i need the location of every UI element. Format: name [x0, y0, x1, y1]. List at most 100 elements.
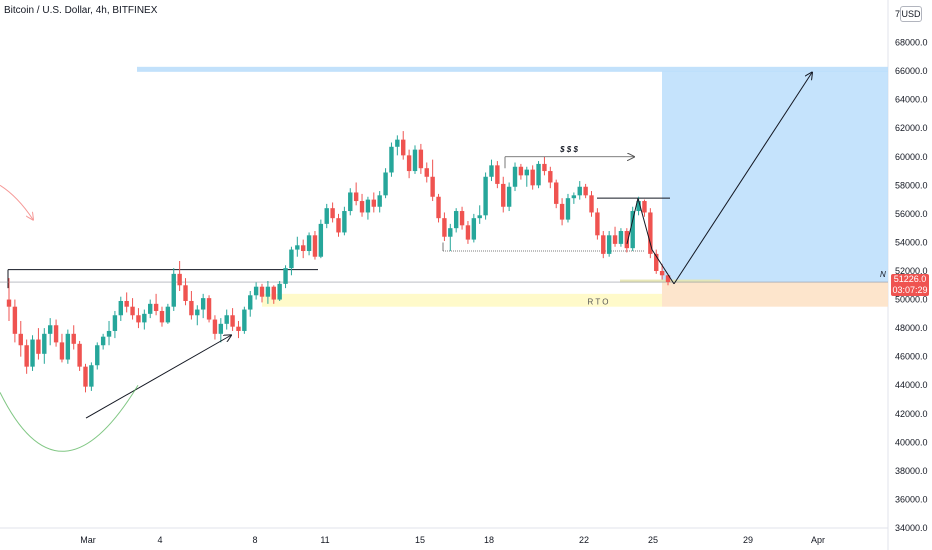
- candle-body: [136, 315, 141, 323]
- candle-body: [489, 165, 494, 177]
- candle-body: [365, 199, 371, 213]
- candle-body: [424, 168, 429, 177]
- x-tick-label: 8: [252, 535, 257, 545]
- candle-body: [142, 313, 147, 323]
- candle-body: [306, 235, 312, 252]
- candle-body: [636, 201, 641, 212]
- candle-body: [177, 273, 182, 286]
- candle-body: [512, 166, 518, 187]
- candle-body: [206, 298, 212, 320]
- candle-body: [665, 275, 671, 283]
- candle-body: [295, 245, 300, 250]
- candle-body: [395, 139, 400, 147]
- liquidity-label: $ $ $: [559, 145, 578, 154]
- y-tick-label: 46000.0: [895, 352, 928, 362]
- x-tick-label: 15: [415, 535, 425, 545]
- candle-body: [36, 339, 41, 354]
- candle-body: [501, 183, 506, 207]
- candle-body: [548, 171, 553, 183]
- candle-body: [459, 211, 465, 226]
- x-tick-label: 18: [484, 535, 494, 545]
- candle-body: [589, 195, 594, 213]
- candle-body: [6, 299, 12, 307]
- y-tick-label: 7: [895, 9, 900, 19]
- candle-body: [465, 225, 471, 240]
- candle-body: [71, 333, 76, 344]
- trend-arrow: [85, 335, 231, 419]
- candle-body: [248, 295, 253, 310]
- candle-body: [242, 309, 247, 331]
- last-price-tag: 51226.0 03:07:29: [891, 274, 929, 296]
- candle-body: [359, 201, 365, 213]
- premium-zone-bar: [137, 66, 888, 72]
- candle-body: [483, 176, 488, 216]
- candle-body: [618, 231, 624, 244]
- candle-body: [236, 326, 241, 331]
- candle-body: [554, 182, 559, 204]
- candle-body: [648, 212, 653, 254]
- candle-body: [100, 336, 106, 346]
- candle-body: [330, 208, 335, 219]
- x-tick-label: 4: [157, 535, 162, 545]
- candle-body: [506, 186, 512, 207]
- y-tick-label: 38000.0: [895, 466, 928, 476]
- candle-body: [401, 139, 406, 156]
- chart-title: Bitcoin / U.S. Dollar, 4h, BITFINEX: [4, 5, 158, 16]
- candle-body: [124, 300, 129, 307]
- x-tick-label: 11: [320, 535, 329, 545]
- candle-body: [300, 245, 306, 252]
- y-tick-label: 42000.0: [895, 409, 928, 419]
- candle-body: [524, 169, 529, 176]
- candle-body: [42, 333, 47, 354]
- candle-body: [265, 286, 271, 297]
- candle-body: [218, 323, 224, 334]
- candle-body: [348, 192, 353, 212]
- candle-body: [353, 192, 359, 202]
- candle-body: [24, 345, 29, 367]
- candle-body: [312, 235, 318, 257]
- candle-body: [118, 300, 123, 316]
- candle-body: [289, 249, 294, 269]
- target-zone: [662, 71, 888, 283]
- candle-body: [606, 235, 612, 254]
- candle-body: [471, 218, 477, 240]
- projection-arrow: [673, 73, 812, 285]
- candle-body: [577, 186, 582, 196]
- rto-zone: [262, 293, 662, 307]
- candle-body: [342, 211, 347, 233]
- candle-body: [518, 166, 524, 176]
- currency-button[interactable]: USD: [900, 6, 922, 22]
- y-tick-label: 62000.0: [895, 123, 928, 133]
- candle-body: [324, 208, 329, 224]
- candle-body: [12, 306, 18, 334]
- candle-body: [130, 306, 135, 316]
- y-tick-label: 56000.0: [895, 209, 928, 219]
- candle-body: [171, 273, 176, 307]
- candle-body: [477, 215, 482, 219]
- candle-body: [418, 149, 424, 169]
- y-tick-label: 54000.0: [895, 237, 928, 247]
- candle-body: [253, 286, 259, 296]
- candle-body: [224, 315, 229, 324]
- candle-body: [271, 286, 276, 300]
- candle-body: [542, 163, 547, 172]
- y-tick-label: 66000.0: [895, 66, 928, 76]
- candle-body: [442, 218, 447, 237]
- candle-body: [153, 303, 159, 311]
- candle-body: [200, 298, 206, 310]
- y-tick-label: 68000.0: [895, 38, 928, 48]
- candle-body: [436, 196, 441, 219]
- x-tick-label: 25: [648, 535, 658, 545]
- candle-body: [406, 155, 412, 172]
- candle-body: [259, 286, 265, 297]
- candle-body: [383, 172, 388, 196]
- candle-body: [77, 343, 82, 367]
- candle-body: [183, 285, 188, 301]
- y-tick-label: 40000.0: [895, 437, 928, 447]
- candle-body: [559, 203, 565, 220]
- candle-body: [230, 315, 235, 327]
- candle-body: [283, 268, 288, 284]
- y-tick-label: 64000.0: [895, 95, 928, 105]
- candle-body: [112, 315, 118, 331]
